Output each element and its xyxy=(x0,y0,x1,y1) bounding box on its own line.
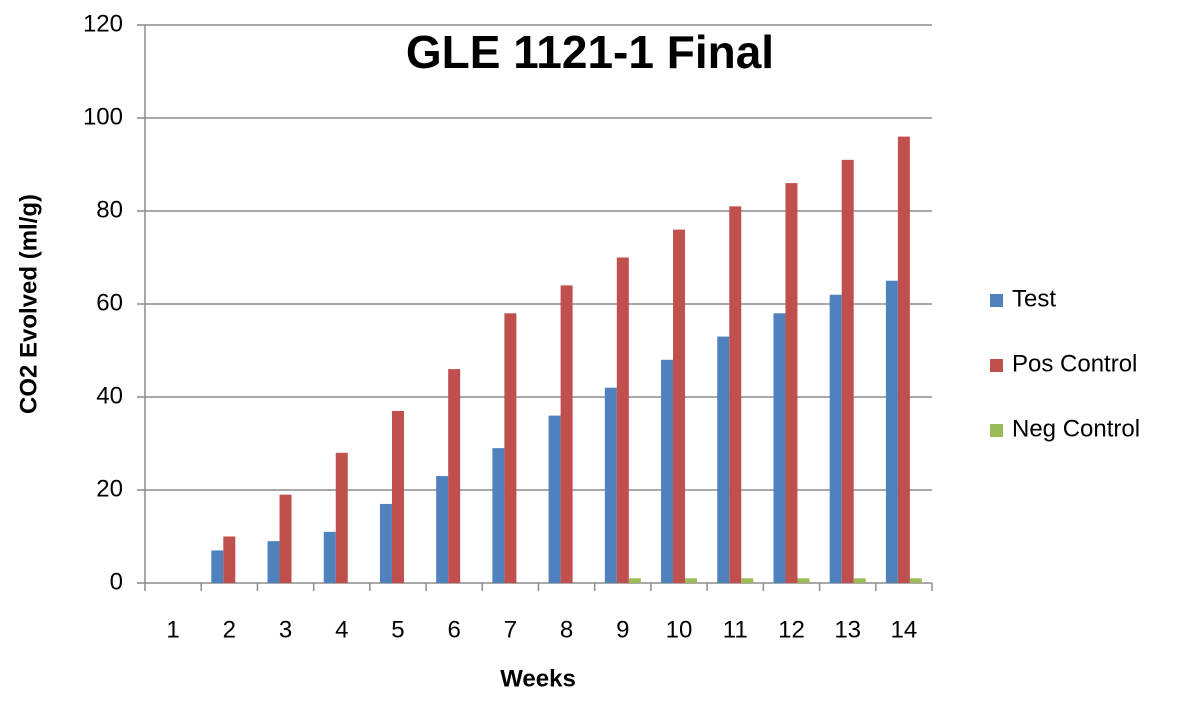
chart-title: GLE 1121-1 Final xyxy=(406,26,774,78)
bar xyxy=(797,578,810,583)
x-tick-label: 5 xyxy=(391,616,404,643)
legend-label: Neg Control xyxy=(1012,415,1140,442)
x-tick-label: 8 xyxy=(560,616,573,643)
bar xyxy=(909,578,922,583)
bar xyxy=(685,578,698,583)
bar xyxy=(211,550,224,583)
bar xyxy=(560,285,573,583)
y-tick-label: 80 xyxy=(96,196,123,223)
bar xyxy=(323,531,336,583)
x-tick-label: 12 xyxy=(778,616,805,643)
x-tick-label: 7 xyxy=(504,616,517,643)
x-tick-label: 6 xyxy=(447,616,460,643)
bar xyxy=(436,476,449,583)
x-tick-label: 9 xyxy=(616,616,629,643)
bar xyxy=(279,494,292,583)
bar xyxy=(391,410,404,583)
bar xyxy=(448,369,461,583)
bar xyxy=(548,415,561,583)
bar xyxy=(673,229,686,583)
legend-swatch xyxy=(990,294,1003,307)
legend-swatch xyxy=(990,424,1003,437)
x-tick-label: 14 xyxy=(891,616,918,643)
legend-label: Pos Control xyxy=(1012,350,1137,377)
bar xyxy=(885,280,898,583)
bar xyxy=(741,578,754,583)
bar xyxy=(604,387,617,583)
bar xyxy=(897,136,910,583)
bar xyxy=(223,536,236,583)
x-tick-label: 1 xyxy=(166,616,179,643)
bar xyxy=(829,294,842,583)
bar xyxy=(616,257,629,583)
bar xyxy=(785,183,798,583)
bar xyxy=(717,336,730,583)
y-tick-label: 20 xyxy=(96,475,123,502)
x-tick-label: 10 xyxy=(666,616,693,643)
bar xyxy=(335,452,348,583)
y-axis-label: CO2 Evolved (ml/g) xyxy=(15,194,42,414)
x-tick-label: 4 xyxy=(335,616,348,643)
x-tick-label: 2 xyxy=(223,616,236,643)
bar xyxy=(628,578,641,583)
bar xyxy=(729,206,742,583)
bar xyxy=(841,159,854,583)
bar xyxy=(773,313,786,583)
x-axis-label: Weeks xyxy=(500,665,576,692)
bar xyxy=(379,503,392,583)
y-tick-label: 100 xyxy=(83,103,123,130)
x-tick-label: 3 xyxy=(279,616,292,643)
y-tick-label: 60 xyxy=(96,289,123,316)
bar xyxy=(267,541,280,583)
y-tick-label: 120 xyxy=(83,10,123,37)
bar xyxy=(492,448,505,583)
y-tick-label: 40 xyxy=(96,382,123,409)
x-tick-label: 13 xyxy=(834,616,861,643)
legend-label: Test xyxy=(1012,285,1056,312)
bar xyxy=(661,359,674,583)
legend-swatch xyxy=(990,359,1003,372)
x-tick-label: 11 xyxy=(723,616,748,643)
bar xyxy=(853,578,866,583)
y-tick-label: 0 xyxy=(110,568,123,595)
bar xyxy=(504,313,517,583)
